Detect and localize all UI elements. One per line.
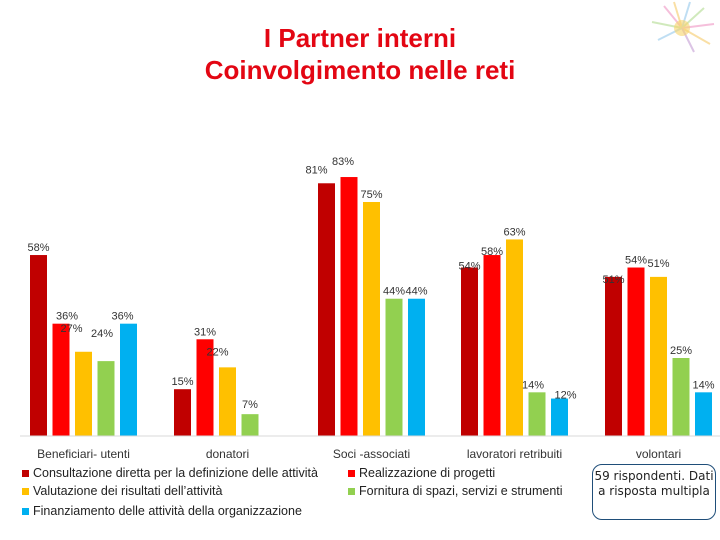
category-label-2: donatori: [206, 447, 249, 461]
bar-4-series-3: [506, 239, 523, 436]
bar-5-series-4: [672, 358, 690, 436]
bar-5-series-2: [627, 267, 645, 436]
value-label-2-1: 15%: [171, 376, 193, 388]
bar-3-series-4: [385, 298, 403, 436]
value-labels-layer: 58%36%27% 24%36%15%31%22%7%81%83%75%44% 44…: [27, 156, 714, 411]
value-label-4-2: 58%: [481, 246, 503, 258]
bar-4-series-1: [461, 267, 478, 436]
respondents-note: 59 rispondenti. Dati a risposta multipla: [592, 464, 716, 520]
value-label-2-2: 31%: [194, 326, 216, 338]
bar-5-series-3: [650, 276, 667, 436]
value-label-4-4: 14%: [522, 379, 544, 391]
value-label-3-4: 44%: [383, 286, 405, 298]
value-label-3-2: 83%: [332, 156, 354, 168]
bars-layer: [30, 177, 712, 437]
bar-1-series-1: [30, 255, 47, 436]
value-label-2-3: 22%: [206, 346, 228, 358]
decorative-logo-icon: [651, 1, 715, 53]
bar-2-series-1: [174, 389, 191, 436]
value-label-5-2: 54%: [625, 255, 647, 267]
value-label-1-3: 27%: [60, 323, 82, 335]
value-label-1-2: 36%: [56, 311, 78, 323]
bar-5-series-5: [695, 392, 712, 436]
value-label-1-1: 58%: [27, 242, 49, 254]
bar-3-series-5: [408, 298, 425, 436]
bar-3-series-1: [318, 183, 335, 436]
bar-2-series-3: [219, 367, 236, 436]
bar-4-series-4: [528, 392, 546, 436]
chart-title-line1: I Partner interni: [263, 23, 457, 53]
value-label-5-3: 51%: [647, 258, 669, 270]
value-label-4-5: 12%: [554, 390, 576, 402]
value-label-4-3: 63%: [503, 226, 525, 238]
bar-1-series-3: [75, 351, 92, 436]
bar-3-series-3: [363, 202, 380, 436]
bar-1-series-5: [120, 323, 137, 436]
value-label-3-3: 75%: [360, 189, 382, 201]
bar-2-series-2: [196, 339, 214, 436]
bar-5-series-1: [605, 276, 622, 436]
chart-title-line2: Coinvolgimento nelle reti: [204, 55, 516, 85]
value-label-4-1: 54%: [458, 261, 480, 273]
bar-3-series-2: [340, 177, 358, 437]
chart-title: I Partner interni Coinvolgimento nelle r…: [0, 22, 720, 86]
value-label-3-5: 44%: [405, 286, 427, 298]
value-label-5-1: 51%: [602, 274, 624, 286]
value-label-3-1: 81%: [305, 164, 327, 176]
bar-4-series-5: [551, 398, 568, 436]
category-label-3: Soci -associati: [333, 447, 410, 461]
value-label-5-4: 25%: [670, 345, 692, 357]
category-label-5: volontari: [636, 447, 681, 461]
category-labels-layer: Beneficiari- utenti donatori Soci -associa…: [37, 447, 681, 461]
value-label-2-4: 7%: [242, 399, 258, 411]
bar-1-series-2: [52, 323, 70, 436]
bar-4-series-2: [483, 255, 501, 436]
bar-1-series-4: [97, 361, 115, 436]
value-label-1-4: 24%: [91, 328, 113, 340]
category-label-4: lavoratori retribuiti: [467, 447, 562, 461]
value-label-5-5: 14%: [692, 379, 714, 391]
bar-2-series-4: [241, 414, 259, 436]
value-label-1-5: 36%: [111, 311, 133, 323]
category-label-1: Beneficiari- utenti: [37, 447, 130, 461]
